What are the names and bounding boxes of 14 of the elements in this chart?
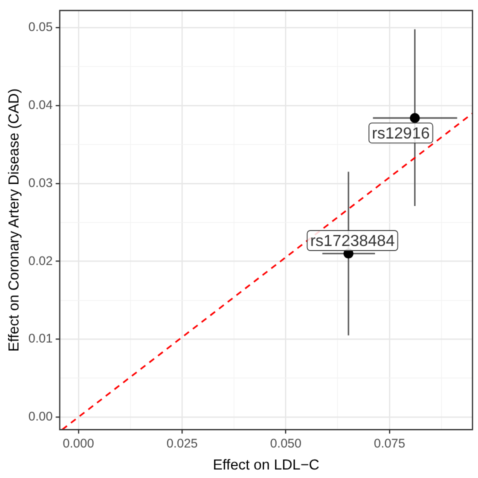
x-tick-label: 0.000 <box>62 436 94 451</box>
y-tick-label: 0.05 <box>28 20 53 34</box>
y-tick-label: 0.01 <box>28 332 53 346</box>
y-tick-label: 0.02 <box>28 254 53 268</box>
x-tick-label: 0.025 <box>166 436 198 451</box>
x-axis-title: Effect on LDL−C <box>212 457 320 474</box>
x-tick-label: 0.075 <box>374 436 406 451</box>
annotation: rs17238484 <box>310 232 395 250</box>
y-axis-title: Effect on Coronary Artery Disease (CAD) <box>6 88 23 352</box>
y-tick-label: 0.04 <box>28 98 53 112</box>
annotation: rs12916 <box>372 125 430 142</box>
y-tick-label: 0.03 <box>28 176 53 190</box>
y-tick-label: 0.00 <box>28 410 53 424</box>
x-tick-label: 0.050 <box>270 436 302 451</box>
